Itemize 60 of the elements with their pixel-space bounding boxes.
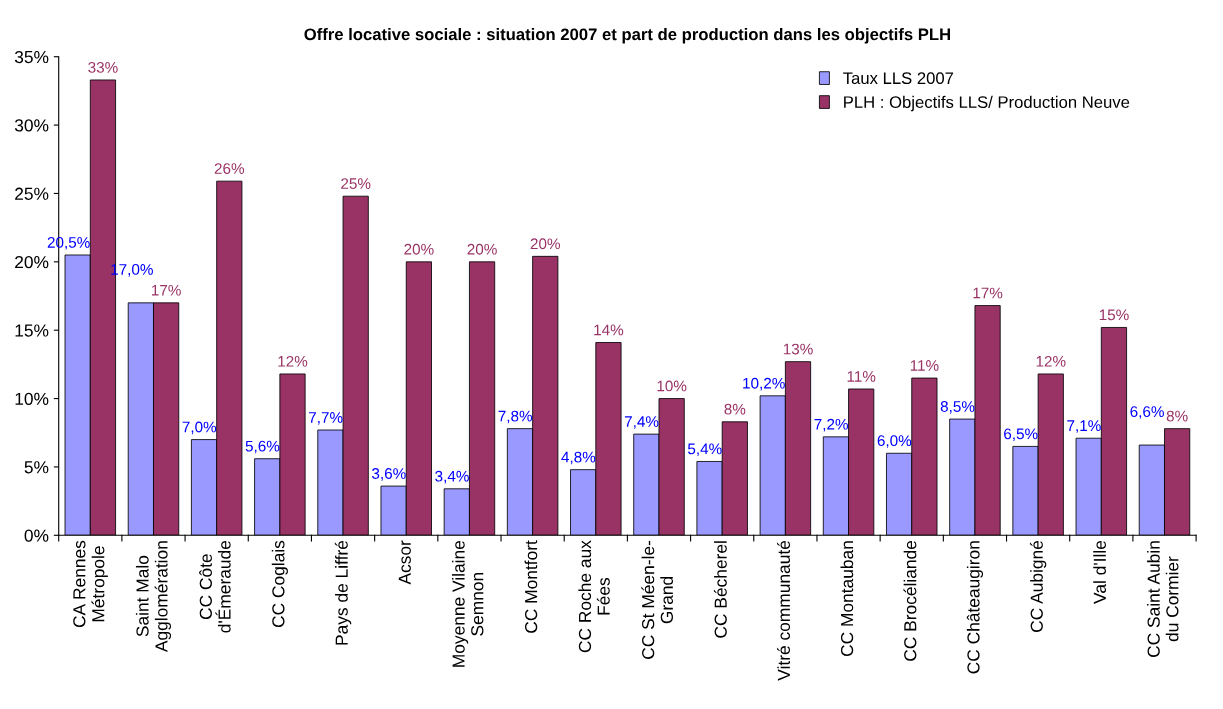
x-tick-label: CC Brocéliande [903, 540, 917, 661]
data-label: 14% [594, 324, 624, 336]
x-tick-label: CC Aubigné [1029, 540, 1047, 632]
x-tick-label: Pays de Liffré [334, 540, 352, 645]
data-label: 7,4% [624, 416, 659, 429]
data-label: 7,1% [1067, 420, 1101, 433]
data-label: 17% [973, 287, 1003, 299]
y-tick-label: 10% [15, 392, 49, 406]
x-tick-label: CC Châteaugiron [966, 541, 984, 674]
chart-title: Offre locative sociale : situation 2007 et part de production dans les objectifs PLH [304, 27, 950, 44]
y-tick-label: 20% [15, 255, 49, 269]
y-tick-label: 30% [14, 119, 49, 132]
y-tick-label: 0% [24, 529, 49, 542]
x-tick-label: Vitré communauté [777, 540, 791, 681]
data-label: 11% [847, 371, 876, 382]
x-tick-label: CC Saint Aubin du Cormier [1147, 541, 1179, 658]
data-label: 17% [152, 284, 181, 296]
data-label: 33% [88, 61, 118, 73]
x-tick-label: CC Montauban [840, 541, 854, 657]
y-tick-label: 5% [24, 461, 49, 474]
data-label: 3,4% [435, 470, 469, 484]
data-label: 3,6% [372, 468, 406, 481]
data-label: 7,8% [498, 410, 533, 424]
data-label: 20% [467, 243, 497, 255]
data-label: 12% [278, 355, 308, 367]
data-label: 8,5% [940, 401, 975, 414]
data-label: 6,5% [1004, 428, 1038, 442]
data-label: 7,0% [182, 421, 217, 435]
y-tick-label: 25% [15, 187, 49, 200]
x-tick-label: Acsor [398, 540, 411, 585]
data-label: 10% [657, 380, 687, 392]
x-tick-label: CC St Méen-le- Grand [641, 540, 673, 659]
x-tick-label: CC Roche aux Fées [578, 540, 610, 653]
y-tick-label: 15% [15, 324, 49, 337]
data-label: 10,2% [743, 377, 785, 391]
data-label: 25% [341, 178, 371, 189]
x-tick-label: Moyenne Vilaine Semnon [451, 540, 484, 667]
x-tick-label: Val d'Ille [1093, 540, 1106, 604]
data-label: 26% [214, 163, 245, 174]
data-label: 15% [1099, 309, 1129, 321]
x-tick-label: CC Coglais [271, 540, 288, 628]
data-label: 20% [404, 243, 434, 255]
data-label: 7,2% [814, 418, 849, 432]
legend-label: PLH : Objectifs LLS/ Production Neuve [844, 95, 1130, 112]
data-label: 20% [530, 238, 560, 250]
x-tick-label: CC Bécherel [713, 541, 727, 638]
x-tick-label: Saint Malo Agglomération [135, 541, 172, 653]
data-label: 8% [1166, 410, 1188, 422]
data-label: 11% [910, 360, 939, 371]
x-tick-label: CC Côte d'Émeraude [199, 540, 231, 633]
data-label: 7,7% [309, 412, 343, 425]
data-label: 13% [783, 343, 813, 355]
data-label: 6,6% [1130, 406, 1164, 419]
x-tick-label: CA Rennes Métropole [73, 540, 108, 628]
data-label: 12% [1036, 355, 1066, 367]
y-tick-label: 35% [14, 50, 49, 64]
legend-label: Taux LLS 2007 [843, 72, 954, 85]
data-label: 5,4% [687, 443, 722, 457]
data-label: 8% [724, 403, 746, 415]
x-tick-label: CC Montfort [524, 540, 538, 633]
